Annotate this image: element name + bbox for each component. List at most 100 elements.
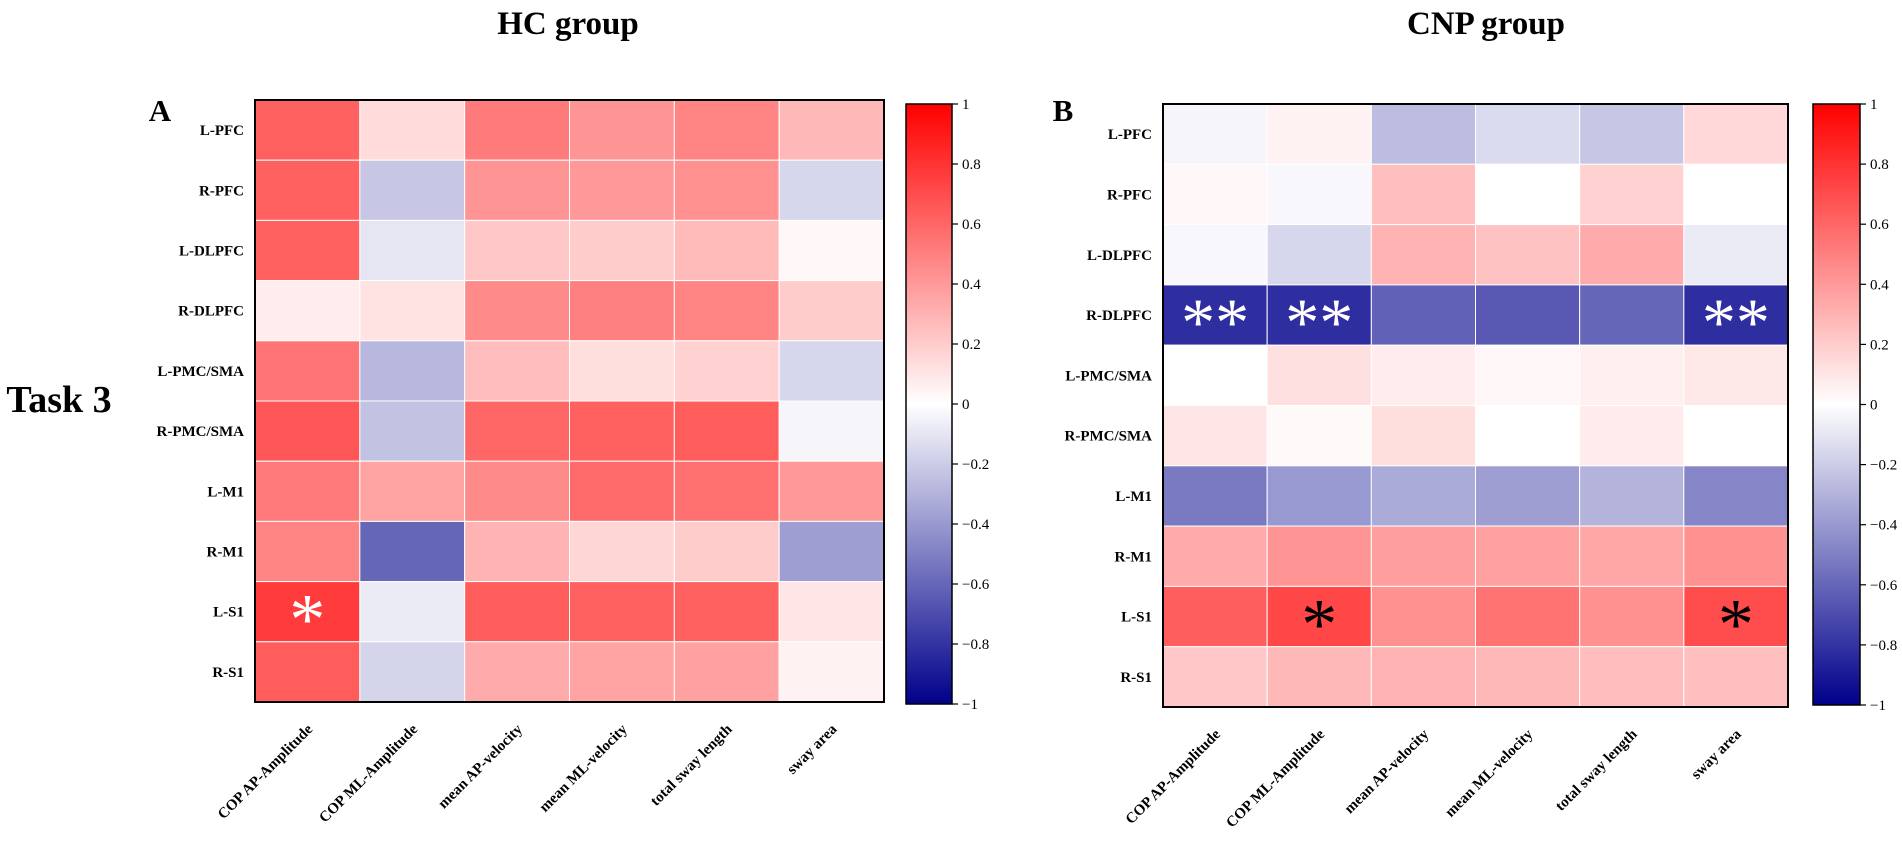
heatmap-cell	[778, 280, 885, 342]
panel-b-row-labels: L-PFC R-PFC L-DLPFC R-DLPFC L-PMC/SMA R-PMC/S…	[1065, 127, 1153, 686]
heatmap-cell	[254, 400, 361, 462]
row-label-task: Task 3	[6, 379, 111, 421]
row-label: R-DLPFC	[178, 304, 244, 320]
colorbar-tick-label: −0.2	[962, 457, 989, 473]
heatmap-cell	[1266, 405, 1372, 467]
heatmap-cell	[1266, 465, 1372, 527]
heatmap-cell	[1683, 646, 1789, 708]
heatmap-cell	[569, 99, 675, 161]
heatmap-cell	[254, 581, 361, 643]
column-label: sway area	[1689, 726, 1746, 783]
heatmap-cell	[1475, 163, 1581, 226]
heatmap-cell	[359, 520, 466, 583]
heatmap-cell	[1370, 405, 1476, 467]
heatmap-cell	[1475, 224, 1581, 286]
panel-b-letter: B	[1053, 93, 1074, 128]
panel-a-colorbar	[905, 103, 953, 705]
heatmap-cell	[1683, 163, 1789, 226]
heatmap-cell	[1370, 525, 1476, 587]
panel-b-title: CNP group	[1407, 6, 1565, 42]
heatmap-cell	[1266, 224, 1372, 286]
heatmap-cell	[569, 460, 675, 522]
heatmap-cell	[1579, 525, 1685, 587]
heatmap-cell	[359, 219, 466, 282]
heatmap-cell	[1683, 585, 1789, 648]
column-label: mean AP-velocity	[1342, 726, 1433, 817]
colorbar-tick-label: 0.2	[1870, 337, 1889, 353]
heatmap-cell	[569, 641, 675, 703]
heatmap-cell	[1475, 525, 1581, 587]
row-label: L-M1	[1115, 489, 1152, 505]
heatmap-cell	[464, 400, 571, 462]
heatmap-cell	[1475, 284, 1581, 346]
heatmap-cell	[1370, 284, 1476, 346]
heatmap-cell	[673, 520, 780, 583]
heatmap-cell	[1579, 405, 1685, 467]
row-label: L-PFC	[200, 123, 244, 139]
panel-b-cells: ** ** *** *	[1162, 103, 1789, 708]
heatmap-cell	[569, 280, 675, 342]
row-label: L-PMC/SMA	[1065, 368, 1152, 384]
panel-a-letter: A	[149, 93, 172, 128]
heatmap-cell	[1579, 646, 1685, 708]
heatmap-cell	[778, 520, 885, 583]
colorbar-tick-label: −0.4	[962, 517, 990, 533]
row-label: R-M1	[1115, 549, 1153, 565]
colorbar-tick-label: 0.8	[962, 157, 981, 173]
column-label: mean ML-velocity	[537, 721, 631, 815]
heatmap-cell	[464, 280, 571, 342]
heatmap-cell	[1370, 585, 1476, 648]
row-label: L-DLPFC	[1087, 248, 1152, 264]
column-label: total sway length	[1553, 726, 1641, 814]
heatmap-cell	[1370, 224, 1476, 286]
heatmap-cell	[1370, 163, 1476, 226]
colorbar-tick-label: 0	[962, 397, 970, 413]
column-label: mean AP-velocity	[435, 721, 526, 812]
heatmap-cell	[1475, 405, 1581, 467]
heatmap-cell	[1579, 284, 1685, 346]
colorbar-tick-label: 0.4	[1870, 277, 1889, 293]
colorbar-tick-label: −1	[962, 697, 978, 713]
colorbar-tick-label: 0	[1870, 398, 1878, 414]
panel-a-frame	[254, 99, 885, 703]
row-label: R-S1	[1120, 670, 1152, 686]
colorbar-tick-label: −1	[1870, 698, 1886, 714]
heatmap-cell	[464, 581, 571, 643]
heatmap-cell	[1579, 103, 1685, 165]
heatmap-cell	[673, 581, 780, 643]
heatmap-cell	[569, 219, 675, 282]
heatmap-cell	[1162, 405, 1268, 467]
colorbar-tick-label: 0.2	[962, 337, 981, 353]
heatmap-cell	[1475, 465, 1581, 527]
heatmap-cell	[464, 520, 571, 583]
heatmap-cell	[1579, 163, 1685, 226]
heatmap-cell	[254, 641, 361, 703]
column-label: sway area	[784, 721, 841, 778]
heatmap-cell	[1266, 163, 1372, 226]
colorbar-tick-label: 1	[1870, 97, 1878, 113]
colorbar-tick-label: 0.4	[962, 277, 981, 293]
heatmap-cell	[1579, 585, 1685, 648]
row-label: R-PFC	[1107, 187, 1152, 203]
colorbar-tick-label: −0.6	[962, 577, 990, 593]
colorbar-tick-label: −0.6	[1870, 578, 1898, 594]
column-label: total sway length	[648, 721, 736, 809]
heatmap-cell	[1370, 344, 1476, 407]
heatmap-cell	[1162, 163, 1268, 226]
heatmap-cell	[778, 219, 885, 282]
heatmap-cell	[778, 400, 885, 462]
heatmap-cell	[569, 520, 675, 583]
heatmap-cell	[569, 400, 675, 462]
column-label: mean ML-velocity	[1442, 726, 1536, 820]
heatmap-cell	[1475, 344, 1581, 407]
panel-b-colorbar-ticks: 1 0.8 0.6 0.4 0.2 0 −0.2 −0.4 −0.6 −0.8 −1	[1860, 97, 1898, 714]
heatmap-cell	[1162, 646, 1268, 708]
heatmap-cell	[464, 99, 571, 161]
heatmap-cell	[1370, 103, 1476, 165]
panel-a-colorbar-ticks: 1 0.8 0.6 0.4 0.2 0 −0.2 −0.4 −0.6 −0.8 −1	[952, 97, 990, 713]
column-label: COP ML-Amplitude	[1223, 726, 1328, 831]
heatmap-cell	[778, 581, 885, 643]
heatmap-cell	[254, 159, 361, 221]
heatmap-cell	[254, 280, 361, 342]
heatmap-cell	[1266, 344, 1372, 407]
